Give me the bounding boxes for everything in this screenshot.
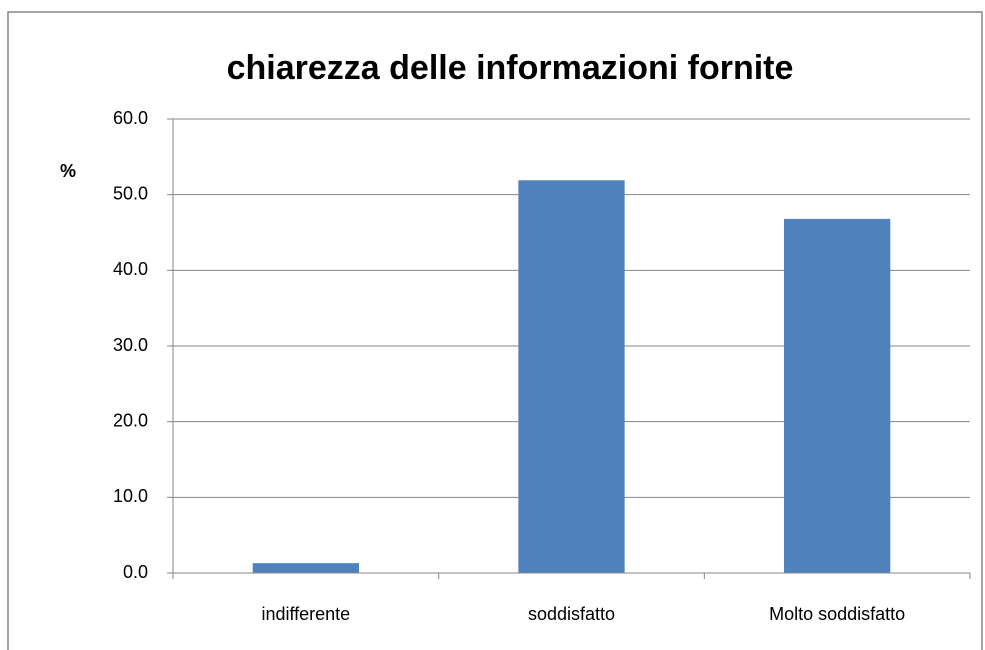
x-tick-label: Molto soddisfatto — [769, 604, 905, 624]
y-tick-label: 10.0 — [113, 486, 148, 506]
x-tick-label: soddisfatto — [528, 604, 615, 624]
chart-frame — [7, 11, 983, 650]
chart-title: chiarezza delle informazioni fornite — [227, 49, 794, 87]
y-tick-label: 0.0 — [123, 562, 148, 582]
bar — [518, 180, 625, 574]
y-tick-label: 40.0 — [113, 259, 148, 279]
y-axis-label: % — [60, 161, 76, 181]
bar — [252, 563, 359, 573]
y-tick-label: 30.0 — [113, 335, 148, 355]
x-tick-label: indifferente — [261, 604, 350, 624]
y-tick-label: 20.0 — [113, 410, 148, 430]
y-tick-label: 60.0 — [113, 108, 148, 128]
y-tick-label: 50.0 — [113, 183, 148, 203]
bar — [784, 218, 891, 573]
